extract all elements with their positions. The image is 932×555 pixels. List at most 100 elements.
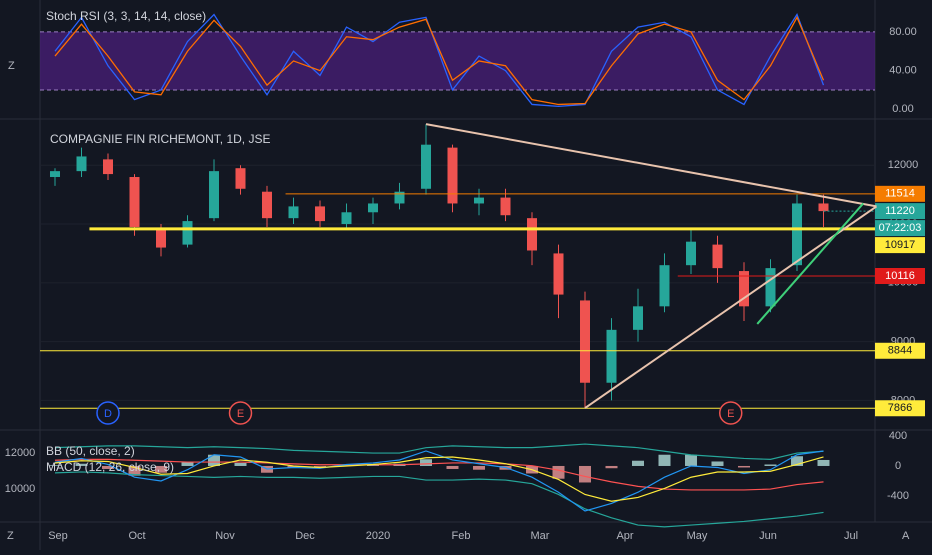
price-label-bg [875,185,925,202]
macd-histogram [791,456,803,466]
toolbar-icon[interactable]: Z [7,530,14,542]
x-tick-label: Mar [531,530,550,542]
y-tick-label: 0 [895,460,901,472]
series-line [54,450,824,512]
macd-histogram [155,465,167,473]
macd-histogram [817,459,830,466]
macd-histogram [287,465,300,468]
price-label-bg [875,400,925,417]
series-line [54,471,824,528]
y-tick-label: 80.00 [889,26,917,38]
price-label: 8844 [888,345,912,357]
macd-histogram [685,454,697,466]
event-label: E [727,408,734,420]
series-line [54,443,824,460]
event-marker [96,401,120,425]
macd-histogram [473,465,485,470]
macd-histogram [181,462,194,466]
macd-title: MACD (12, 26, close, 9) [46,460,174,474]
x-tick-label: Nov [215,530,235,542]
macd-histogram [234,462,247,466]
stoch-band [40,31,875,90]
stoch-title: Stoch RSI (3, 3, 14, 14, close) [46,9,206,23]
candle-body [606,329,617,383]
x-tick-label: May [687,530,708,542]
x-tick-label: Jun [759,530,777,542]
event-marker [719,401,743,425]
macd-histogram [579,465,591,483]
candle-body [765,268,776,307]
candle-body [633,306,643,330]
event-label: D [104,408,112,420]
series-line [54,458,824,491]
candle-body [659,265,670,307]
event-label: E [237,408,244,420]
trendline [756,202,865,325]
x-tick-label: Apr [616,530,633,542]
candle-body [368,203,378,213]
y-tick-label: 400 [889,430,907,442]
candle-body [262,191,272,219]
price-label-bg [875,237,925,254]
macd-histogram [738,465,750,468]
bb-title: BB (50, close, 2) [46,444,135,458]
macd-histogram [764,464,777,466]
x-tick-label: Sep [48,530,68,542]
candle-body [686,241,696,266]
macd-histogram [49,465,61,466]
candle-body [739,271,749,307]
x-tick-label: Dec [295,530,315,542]
toolbar-icon[interactable]: Z [8,60,15,72]
price-title: COMPAGNIE FIN RICHEMONT, 1D, JSE [50,132,270,146]
y-tick-label: 40.00 [889,65,917,77]
price-label: 7866 [888,402,912,414]
candle-body [182,221,193,245]
candle-body [527,218,537,251]
x-tick-label: Feb [452,530,471,542]
candle-body [447,147,458,204]
candle-body [129,177,140,227]
price-label-bg [875,342,925,359]
candle-body [818,203,829,212]
candle-body [50,171,60,178]
price-label: 11220 [885,205,915,217]
candle-body [394,191,405,204]
candle-body [341,212,352,225]
candle-body [315,206,325,222]
macd-histogram [208,454,220,466]
y-tick-label: 12000 [5,447,36,459]
macd-histogram [314,465,326,467]
macd-histogram [632,460,644,466]
y-tick-label: 12000 [888,159,919,171]
trendline [584,205,878,409]
price-label-bg [875,203,925,220]
price-label: 11514 [885,188,915,200]
macd-histogram [75,463,88,466]
countdown: 07:22:03 [879,222,922,234]
toolbar-icon[interactable]: A [902,530,910,542]
candle-body [76,156,87,172]
macd-histogram [420,459,432,466]
macd-histogram [605,465,618,469]
event-marker [228,401,253,425]
countdown-bg [875,220,925,237]
price-label: 10917 [885,239,916,251]
candle-body [103,159,113,175]
y-tick-label: -400 [887,490,909,502]
x-tick-label: Jul [844,530,858,542]
x-tick-label: Oct [128,530,145,542]
candle-body [792,203,802,266]
series-line [54,456,824,502]
series-line [54,15,825,106]
price-label: 10116 [885,270,915,282]
price-label-bg [875,267,925,284]
candle-body [500,197,511,216]
macd-histogram [552,465,565,479]
candle-body [209,171,219,219]
candle-body [474,197,484,204]
macd-histogram [446,465,459,469]
y-tick-label: 10000 [5,483,36,495]
candle-body [580,300,590,383]
macd-histogram [711,461,724,466]
